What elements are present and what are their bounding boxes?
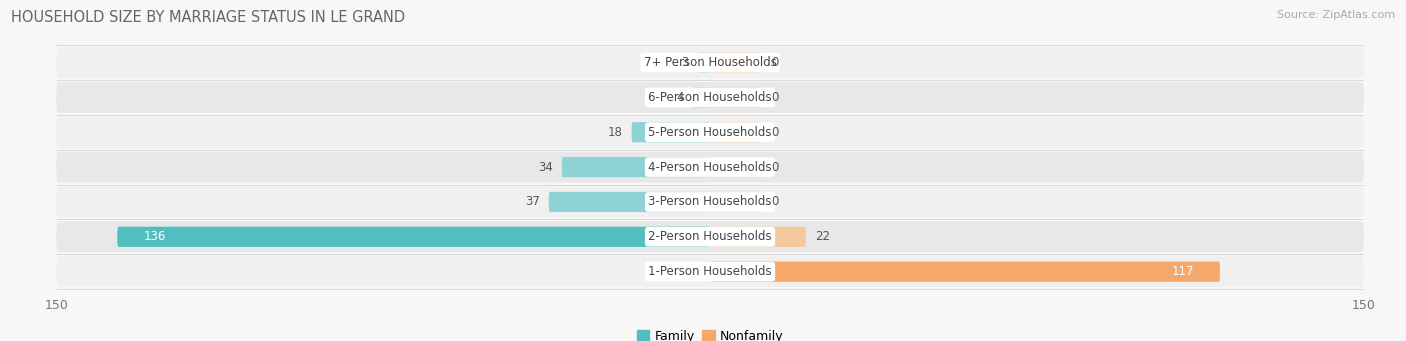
Text: 0: 0 [770,195,779,208]
FancyBboxPatch shape [548,192,710,212]
Text: 0: 0 [770,91,779,104]
FancyBboxPatch shape [56,152,1364,182]
FancyBboxPatch shape [56,221,1364,252]
FancyBboxPatch shape [697,53,710,73]
FancyBboxPatch shape [117,227,710,247]
Text: 34: 34 [538,161,553,174]
FancyBboxPatch shape [710,122,762,142]
Text: 6-Person Households: 6-Person Households [648,91,772,104]
Text: 18: 18 [607,126,623,139]
Text: 4-Person Households: 4-Person Households [648,161,772,174]
FancyBboxPatch shape [562,157,710,177]
FancyBboxPatch shape [56,187,1364,217]
FancyBboxPatch shape [710,192,762,212]
FancyBboxPatch shape [56,256,1364,287]
Text: 7+ Person Households: 7+ Person Households [644,56,776,69]
Text: 1-Person Households: 1-Person Households [648,265,772,278]
Text: 117: 117 [1171,265,1194,278]
Text: 0: 0 [770,56,779,69]
FancyBboxPatch shape [56,117,1364,148]
Text: 22: 22 [814,230,830,243]
FancyBboxPatch shape [710,53,762,73]
FancyBboxPatch shape [710,157,762,177]
FancyBboxPatch shape [631,122,710,142]
Text: 4: 4 [676,91,683,104]
Text: Source: ZipAtlas.com: Source: ZipAtlas.com [1277,10,1395,20]
FancyBboxPatch shape [693,87,710,107]
FancyBboxPatch shape [710,262,1220,282]
Text: 5-Person Households: 5-Person Households [648,126,772,139]
Text: 136: 136 [143,230,166,243]
FancyBboxPatch shape [710,87,762,107]
Text: 0: 0 [770,126,779,139]
FancyBboxPatch shape [56,47,1364,78]
Text: 3-Person Households: 3-Person Households [648,195,772,208]
Text: 3: 3 [681,56,689,69]
Legend: Family, Nonfamily: Family, Nonfamily [637,329,783,341]
FancyBboxPatch shape [56,82,1364,113]
Text: 37: 37 [526,195,540,208]
FancyBboxPatch shape [710,227,806,247]
Text: HOUSEHOLD SIZE BY MARRIAGE STATUS IN LE GRAND: HOUSEHOLD SIZE BY MARRIAGE STATUS IN LE … [11,10,405,25]
Text: 2-Person Households: 2-Person Households [648,230,772,243]
Text: 0: 0 [770,161,779,174]
